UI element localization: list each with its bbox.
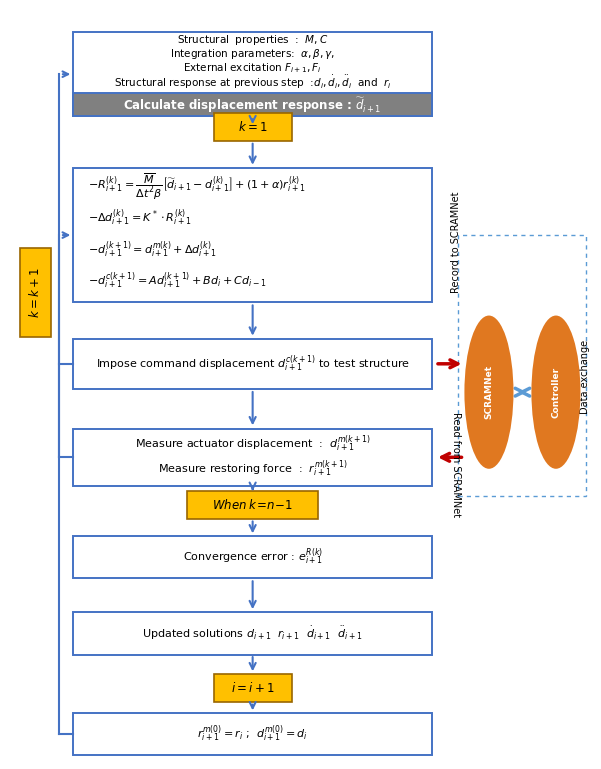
Text: $- d_{i+1}^{(k+1)} = d_{i+1}^{m(k)} + \Delta d_{i+1}^{(k)}$: $- d_{i+1}^{(k+1)} = d_{i+1}^{m(k)} + \D… [88,238,217,259]
Text: $i=i+1$: $i=i+1$ [231,681,275,695]
Text: Structural  properties  :  $M, C$: Structural properties : $M, C$ [177,33,328,47]
Text: Read from SCRAMNet: Read from SCRAMNet [451,412,461,518]
FancyBboxPatch shape [20,248,51,337]
Text: $- \Delta d_{i+1}^{(k)} = K^* \cdot R_{i+1}^{(k)}$: $- \Delta d_{i+1}^{(k)} = K^* \cdot R_{i… [88,208,192,228]
FancyBboxPatch shape [73,536,432,578]
FancyBboxPatch shape [73,428,432,486]
Text: Controller: Controller [552,367,561,418]
Text: Record to SCRAMNet: Record to SCRAMNet [451,192,461,294]
FancyBboxPatch shape [214,113,291,141]
Ellipse shape [531,315,581,469]
Text: $- R_{i+1}^{(k)}=\dfrac{\overline{M}}{\Delta t^2\beta}\left[\widetilde{d}_{i+1} : $- R_{i+1}^{(k)}=\dfrac{\overline{M}}{\D… [88,171,305,201]
Text: Calculate displacement response : $\widetilde{d}_{i+1}$: Calculate displacement response : $\wide… [123,95,382,115]
Text: $k=1$: $k=1$ [238,120,267,134]
FancyBboxPatch shape [187,491,319,518]
Text: External excitation $F_{i+1}, F_i$: External excitation $F_{i+1}, F_i$ [183,62,322,75]
Text: $- d_{i+1}^{c(k+1)} = Ad_{i+1}^{(k+1)} + Bd_i + Cd_{i-1}$: $- d_{i+1}^{c(k+1)} = Ad_{i+1}^{(k+1)} +… [88,270,267,291]
FancyBboxPatch shape [73,168,432,302]
FancyBboxPatch shape [73,612,432,654]
Text: Structural response at previous step  :$d_i, \dot{d}_i, \ddot{d}_i$  and  $r_i$: Structural response at previous step :$d… [114,74,392,92]
FancyBboxPatch shape [73,713,432,755]
Text: Measure restoring force  :  $r_{i+1}^{m(k+1)}$: Measure restoring force : $r_{i+1}^{m(k+… [157,458,348,479]
Text: $r_{i+1}^{m(0)} = r_i$ ;  $d_{i+1}^{m(0)} = d_i$: $r_{i+1}^{m(0)} = r_i$ ; $d_{i+1}^{m(0)}… [197,724,308,744]
Text: SCRAMNet: SCRAMNet [484,365,493,419]
Text: $When\;k\!=\!n\!-\!1$: $When\;k\!=\!n\!-\!1$ [212,498,293,512]
FancyBboxPatch shape [73,339,432,388]
Text: Data exchange: Data exchange [579,340,590,414]
Text: Integration parameters:  $\alpha, \beta, \gamma,$: Integration parameters: $\alpha, \beta, … [170,47,335,61]
Text: Measure actuator displacement  :  $d_{i+1}^{m(k+1)}$: Measure actuator displacement : $d_{i+1}… [135,433,371,454]
Text: Impose command displacement $d_{i+1}^{c(k+1)}$ to test structure: Impose command displacement $d_{i+1}^{c(… [96,354,410,375]
Ellipse shape [465,315,513,469]
Text: $k=k+1$: $k=k+1$ [28,267,43,318]
Text: Convergence error : $e_{i+1}^{R(k)}$: Convergence error : $e_{i+1}^{R(k)}$ [183,547,323,568]
FancyBboxPatch shape [73,32,432,116]
Text: Updated solutions $d_{i+1}$  $r_{i+1}$  $\dot{d}_{i+1}$  $\ddot{d}_{i+1}$: Updated solutions $d_{i+1}$ $r_{i+1}$ $\… [142,625,363,642]
FancyBboxPatch shape [214,674,291,702]
FancyBboxPatch shape [73,93,432,116]
